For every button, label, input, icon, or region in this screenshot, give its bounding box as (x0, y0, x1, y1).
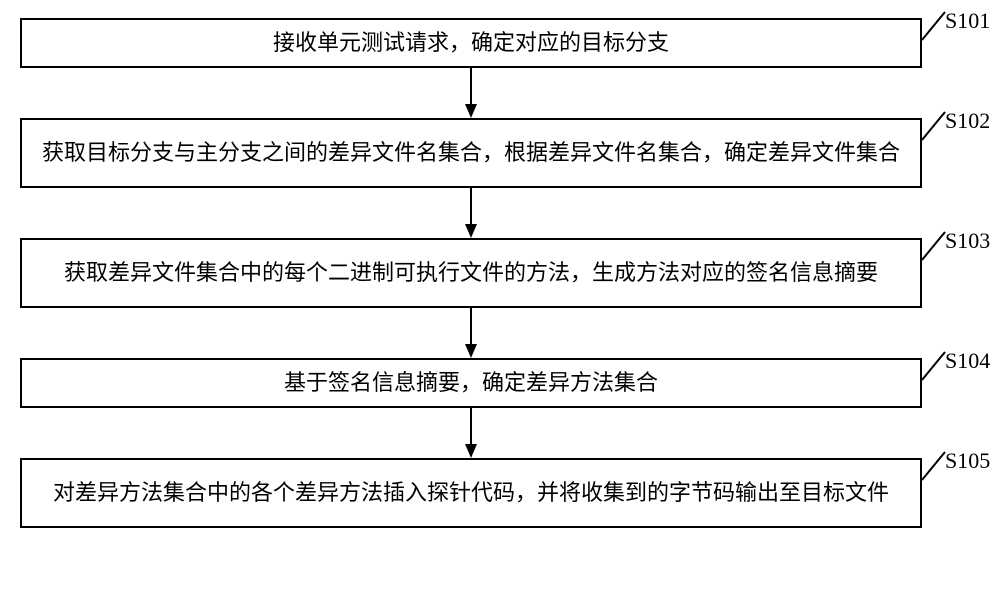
connector-curve-s105 (919, 449, 948, 483)
step-box-s104: 基于签名信息摘要，确定差异方法集合 (20, 358, 922, 408)
step-box-s102: 获取目标分支与主分支之间的差异文件名集合，根据差异文件名集合，确定差异文件集合 (20, 118, 922, 188)
step-box-s101: 接收单元测试请求，确定对应的目标分支 (20, 18, 922, 68)
step-box-s103: 获取差异文件集合中的每个二进制可执行文件的方法，生成方法对应的签名信息摘要 (20, 238, 922, 308)
connector-curve-s101 (919, 9, 948, 43)
step-label-s104: S104 (945, 348, 990, 374)
arrow-3 (463, 308, 479, 358)
step-text: 获取差异文件集合中的每个二进制可执行文件的方法，生成方法对应的签名信息摘要 (64, 258, 878, 289)
arrow-4 (463, 408, 479, 458)
connector-curve-s103 (919, 229, 948, 263)
arrow-2 (463, 188, 479, 238)
step-label-s102: S102 (945, 108, 990, 134)
step-text: 对差异方法集合中的各个差异方法插入探针代码，并将收集到的字节码输出至目标文件 (53, 478, 889, 509)
arrow-1 (463, 68, 479, 118)
step-text: 接收单元测试请求，确定对应的目标分支 (273, 28, 669, 59)
connector-curve-s102 (919, 109, 948, 143)
step-label-s103: S103 (945, 228, 990, 254)
step-label-s105: S105 (945, 448, 990, 474)
step-text: 获取目标分支与主分支之间的差异文件名集合，根据差异文件名集合，确定差异文件集合 (42, 138, 900, 169)
step-text: 基于签名信息摘要，确定差异方法集合 (284, 368, 658, 399)
step-label-s101: S101 (945, 8, 990, 34)
connector-curve-s104 (919, 349, 948, 383)
step-box-s105: 对差异方法集合中的各个差异方法插入探针代码，并将收集到的字节码输出至目标文件 (20, 458, 922, 528)
